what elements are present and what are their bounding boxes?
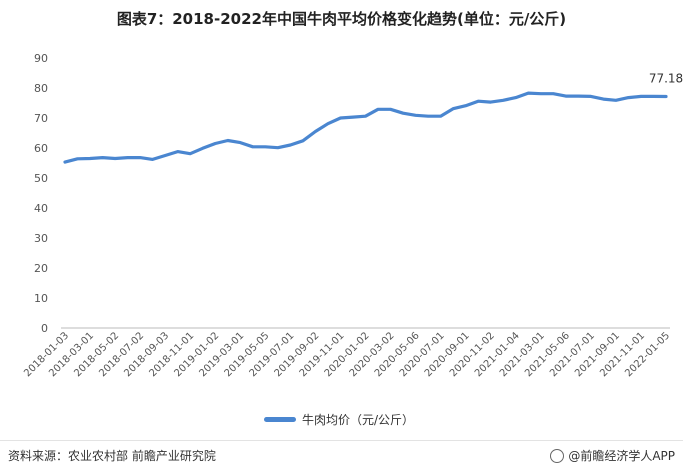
series-line-beef-price [63, 91, 668, 164]
x-ticks: 2018-01-032018-03-012018-05-022018-07-02… [22, 330, 672, 379]
y-tick-label: 0 [41, 322, 48, 335]
y-tick-label: 70 [34, 112, 48, 125]
y-tick-label: 10 [34, 292, 48, 305]
data-labels: 77.18 [649, 71, 683, 85]
y-tick-label: 90 [34, 52, 48, 65]
y-tick-label: 40 [34, 202, 48, 215]
y-tick-label: 60 [34, 142, 48, 155]
y-tick-label: 80 [34, 82, 48, 95]
y-axis: 0 10 20 30 40 50 60 70 80 90 [34, 52, 48, 335]
legend-label: 牛肉均价（元/公斤） [302, 413, 415, 427]
source-text: 资料来源：农业农村部 前瞻产业研究院 [8, 449, 216, 463]
y-tick-label: 50 [34, 172, 48, 185]
brand: @前瞻经济学人APP [550, 447, 675, 464]
brand-text: @前瞻经济学人APP [568, 449, 675, 463]
footer: 资料来源：农业农村部 前瞻产业研究院 @前瞻经济学人APP [0, 440, 683, 472]
chart-title: 图表7：2018-2022年中国牛肉平均价格变化趋势(单位：元/公斤) [116, 10, 567, 28]
data-label: 77.18 [649, 71, 683, 85]
brand-logo-icon [550, 448, 565, 463]
y-tick-label: 20 [34, 262, 48, 275]
legend: 牛肉均价（元/公斤） [264, 411, 414, 428]
legend-swatch [264, 417, 296, 422]
y-tick-label: 30 [34, 232, 48, 245]
x-tick-label: 2022-01-05 [623, 330, 672, 379]
